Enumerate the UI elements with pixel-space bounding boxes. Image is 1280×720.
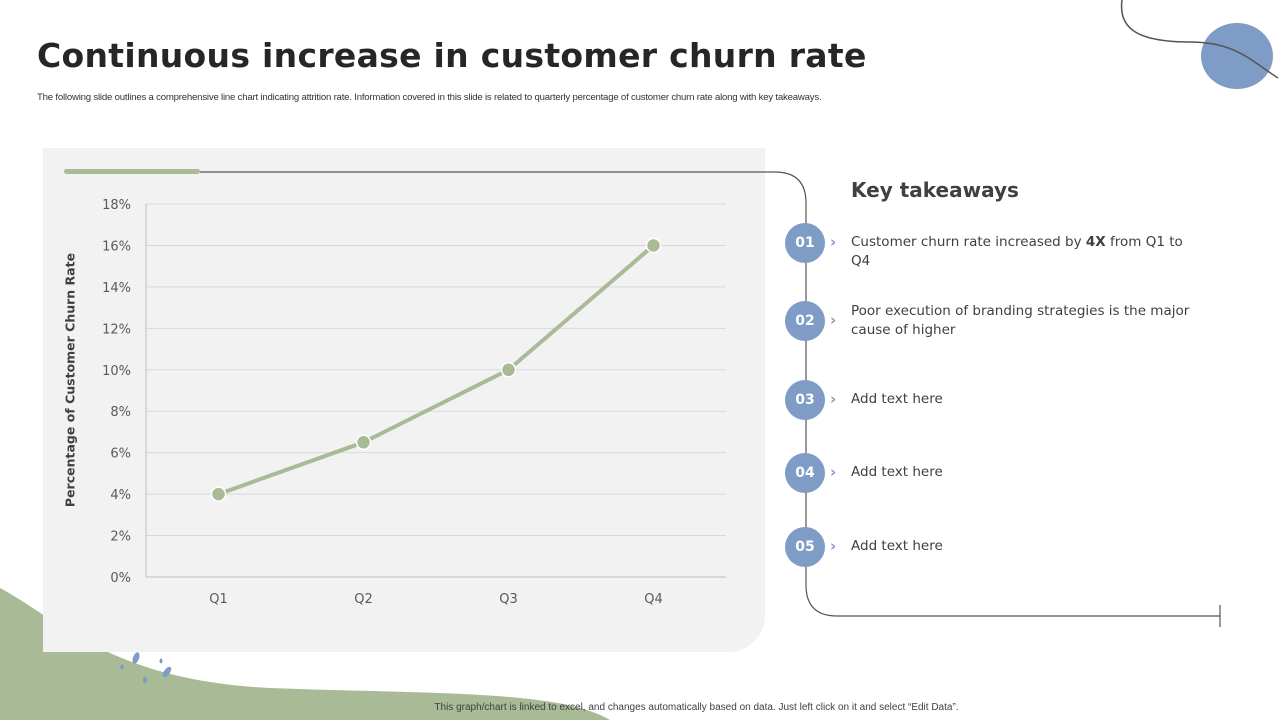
takeaway-text: Add text here: [851, 538, 943, 554]
takeaways-title: Key takeaways: [851, 178, 1019, 202]
chevron-right-icon: ›: [830, 537, 837, 555]
x-tick-label: Q3: [499, 592, 518, 607]
x-tick-label: Q2: [354, 592, 373, 607]
takeaway-text: Poor execution of branding strategies is…: [851, 303, 1190, 338]
takeaway-text: Customer churn rate increased by 4X from…: [851, 234, 1183, 269]
chart-panel: [43, 148, 765, 652]
takeaway-number-badge: 02: [785, 301, 825, 341]
blue-blob-shape: [1201, 23, 1273, 89]
green-accent-bar: [64, 169, 200, 174]
y-tick-label: 14%: [102, 281, 131, 296]
line-chart[interactable]: 0% 2% 4% 6% 8% 10% 12% 14% 16% 18% Q1 Q2 Q3 Q4: [43, 148, 765, 652]
y-tick-label: 18%: [102, 198, 131, 213]
page-subtitle: The following slide outlines a comprehen…: [37, 92, 822, 103]
takeaway-number-badge: 04: [785, 453, 825, 493]
page-title: Continuous increase in customer churn ra…: [37, 36, 867, 75]
data-point: [355, 434, 372, 451]
footer-note: This graph/chart is linked to excel, and…: [434, 702, 959, 713]
series-line: [216, 243, 656, 497]
y-tick-label: 10%: [102, 364, 131, 379]
y-tick-label: 8%: [110, 405, 131, 420]
y-tick-label: 2%: [110, 530, 131, 545]
takeaway-number-badge: 05: [785, 527, 825, 567]
takeaway-text: Add text here: [851, 391, 943, 407]
data-point: [645, 237, 662, 254]
green-wave-shape: [0, 588, 610, 720]
data-point: [210, 486, 227, 502]
takeaway-number-badge: 03: [785, 380, 825, 420]
chevron-right-icon: ›: [830, 463, 837, 481]
y-tick-label: 0%: [110, 571, 131, 586]
x-tick-label: Q4: [644, 592, 663, 607]
x-tick-label: Q1: [209, 592, 228, 607]
y-tick-label: 6%: [110, 447, 131, 462]
y-tick-label: 12%: [102, 322, 131, 337]
y-axis-title: Percentage of Customer Churn Rate: [62, 252, 78, 508]
chevron-right-icon: ›: [830, 311, 837, 329]
y-tick-label: 16%: [102, 239, 131, 254]
corner-curve-line: [1120, 0, 1279, 79]
chevron-right-icon: ›: [830, 233, 837, 251]
data-point: [500, 362, 517, 378]
chevron-right-icon: ›: [830, 390, 837, 408]
y-tick-label: 4%: [110, 488, 131, 503]
takeaway-text: Add text here: [851, 464, 943, 480]
takeaway-number-badge: 01: [785, 223, 825, 263]
